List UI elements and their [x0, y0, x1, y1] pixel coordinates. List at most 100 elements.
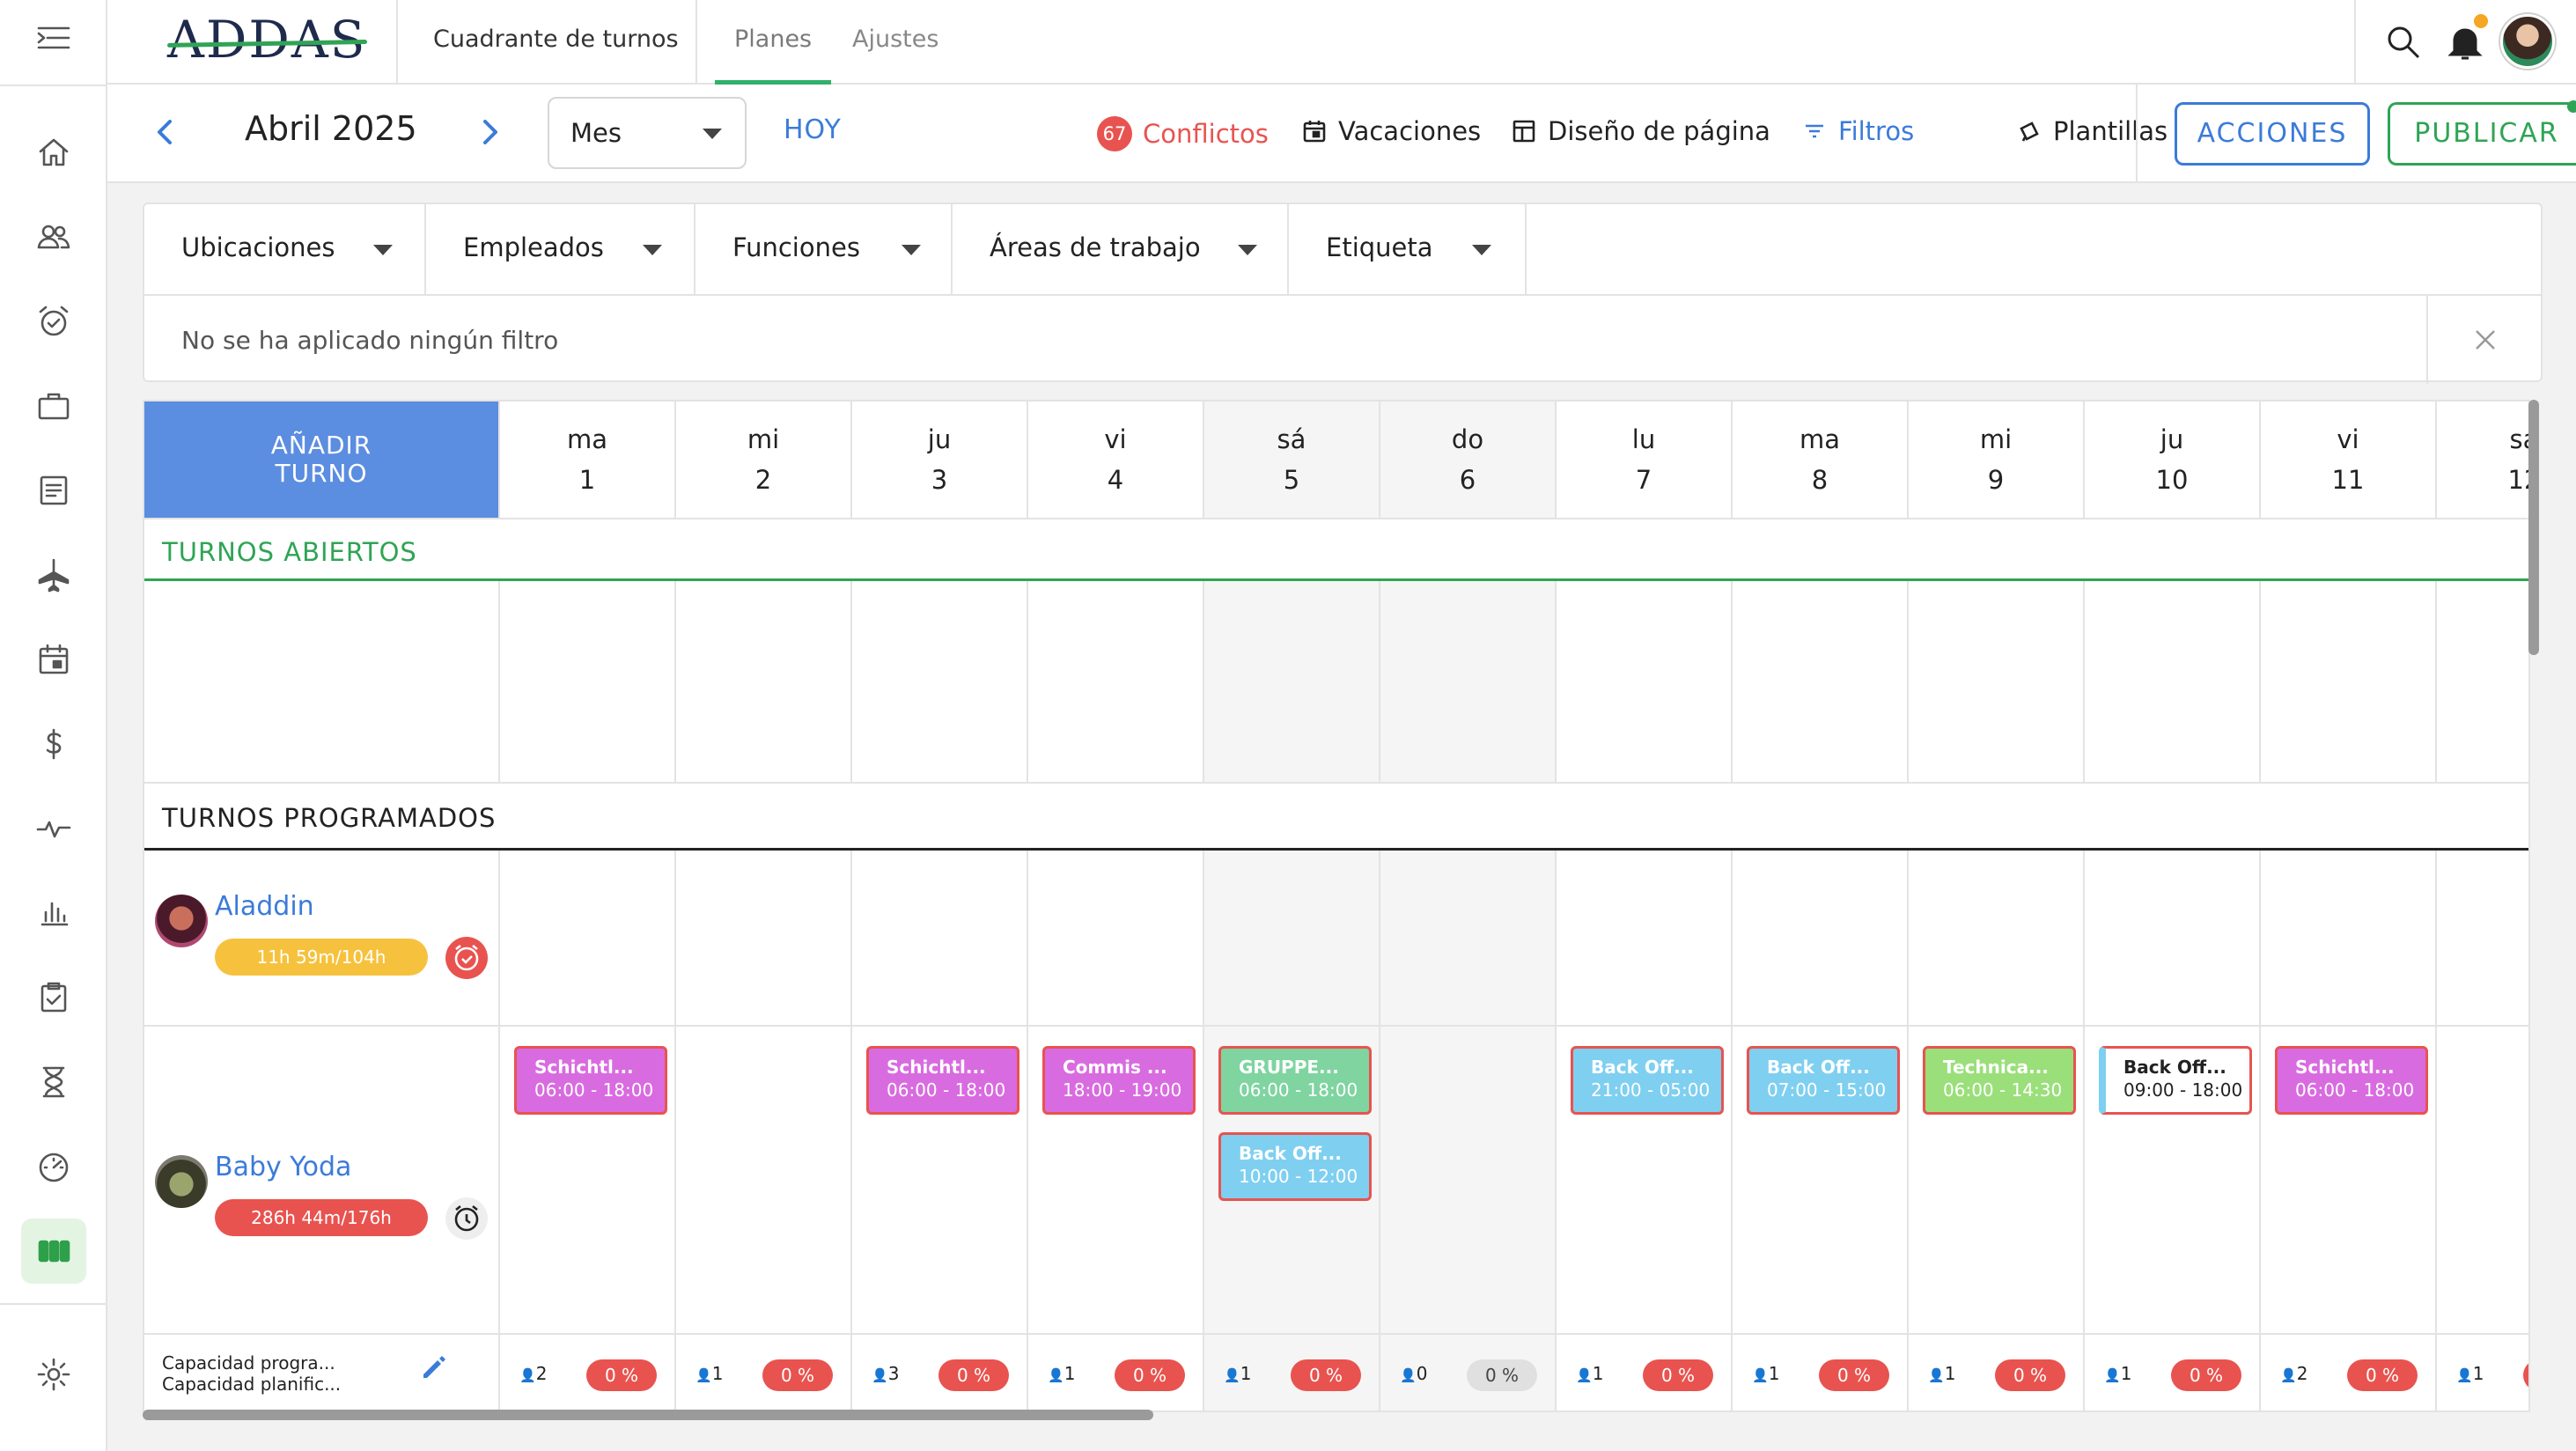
actions-button[interactable]: ACCIONES — [2175, 102, 2370, 166]
document-list-icon[interactable] — [21, 458, 86, 523]
tab-cuadrante-de-turnos[interactable]: Cuadrante de turnos — [433, 26, 679, 53]
day-column[interactable]: ma 1 — [498, 401, 674, 1410]
shift-name: Technica... — [1943, 1057, 2049, 1078]
day-of-week: sá — [1277, 424, 1306, 454]
briefcase-icon[interactable] — [21, 373, 86, 438]
shift-name: Commis ... — [1063, 1057, 1167, 1078]
page-layout-label: Diseño de página — [1548, 116, 1770, 146]
addas-logo[interactable]: ADDAS — [166, 10, 367, 70]
clipboard-check-icon[interactable] — [21, 965, 86, 1030]
employee-name-aladdin[interactable]: Aladdin — [215, 891, 314, 922]
clear-filters-button[interactable] — [2426, 296, 2541, 384]
edit-pencil-icon[interactable] — [419, 1352, 449, 1382]
pulse-icon[interactable] — [21, 796, 86, 861]
next-month-arrow-icon[interactable] — [472, 114, 507, 150]
chevron-down-icon — [1472, 245, 1491, 255]
capacity-count-value: 2 — [535, 1363, 548, 1384]
capacity-count: 👤2 — [519, 1363, 547, 1384]
layout-icon — [1512, 120, 1535, 143]
person-icon: 👤 — [872, 1367, 888, 1383]
employee-name-baby-yoda[interactable]: Baby Yoda — [215, 1152, 352, 1182]
filter-tag-select[interactable]: Etiqueta — [1289, 204, 1527, 294]
publish-button[interactable]: PUBLICAR — [2388, 102, 2576, 166]
day-number: 12 — [2507, 465, 2528, 495]
filter-work-areas-select[interactable]: Áreas de trabajo — [953, 204, 1289, 294]
airplane-icon[interactable] — [21, 542, 86, 608]
day-of-week: vi — [1104, 424, 1127, 454]
shift-time: 06:00 - 14:30 — [1943, 1079, 2063, 1101]
horizontal-scrollbar[interactable] — [143, 1410, 1153, 1420]
home-icon[interactable] — [21, 120, 86, 185]
day-column[interactable]: vi 4 — [1027, 401, 1203, 1410]
bell-icon[interactable] — [2444, 21, 2486, 63]
templates-button[interactable]: Plantillas — [2016, 116, 2168, 146]
filters-button[interactable]: Filtros — [1801, 116, 1914, 146]
day-number: 4 — [1107, 465, 1124, 495]
menu-collapse-icon[interactable] — [21, 5, 86, 70]
day-column[interactable]: lu 7 — [1555, 401, 1731, 1410]
calendar-small-icon — [1303, 121, 1326, 143]
search-icon[interactable] — [2382, 21, 2425, 63]
shift-card[interactable]: Back Off... 09:00 - 18:00 — [2099, 1046, 2252, 1115]
hourglass-icon[interactable] — [21, 1050, 86, 1115]
shift-card[interactable]: Schichtl... 06:00 - 18:00 — [866, 1046, 1019, 1115]
day-of-week: ju — [927, 424, 952, 454]
shift-card[interactable]: Schichtl... 06:00 - 18:00 — [2275, 1046, 2428, 1115]
chevron-down-icon — [643, 245, 662, 255]
alarm-clock-icon[interactable] — [21, 289, 86, 354]
shift-card[interactable]: Technica... 06:00 - 14:30 — [1923, 1046, 2076, 1115]
vertical-scrollbar[interactable] — [2528, 400, 2539, 655]
day-column[interactable]: mi 9 — [1907, 401, 2083, 1410]
shift-card[interactable]: Schichtl... 06:00 - 18:00 — [514, 1046, 667, 1115]
day-number: 3 — [931, 465, 948, 495]
capacity-percentage-badge: 0 % — [762, 1359, 833, 1391]
filter-employees-select[interactable]: Empleados — [426, 204, 696, 294]
gauge-icon[interactable] — [21, 1134, 86, 1199]
shift-card[interactable]: Back Off... 10:00 - 12:00 — [1218, 1132, 1372, 1201]
capacity-count-value: 1 — [2472, 1363, 2484, 1384]
publish-status-dot — [2567, 100, 2576, 113]
user-avatar[interactable] — [2500, 14, 2555, 69]
shift-card[interactable]: Back Off... 21:00 - 05:00 — [1571, 1046, 1724, 1115]
view-mode-select[interactable]: Mes — [548, 97, 747, 169]
shift-card[interactable]: Commis ... 18:00 - 19:00 — [1042, 1046, 1196, 1115]
capacity-count: 👤1 — [1576, 1363, 1603, 1384]
shift-card[interactable]: Back Off... 07:00 - 15:00 — [1747, 1046, 1900, 1115]
today-button[interactable]: HOY — [784, 114, 842, 145]
shift-name: Schichtl... — [2295, 1057, 2395, 1078]
person-icon: 👤 — [1928, 1367, 1945, 1383]
bar-chart-icon[interactable] — [21, 880, 86, 946]
add-shift-button[interactable]: AÑADIR TURNO — [144, 401, 498, 518]
alarm-clock-icon[interactable] — [445, 1197, 488, 1240]
columns-icon[interactable] — [21, 1219, 86, 1284]
day-column[interactable]: ma 8 — [1731, 401, 1907, 1410]
settings-gear-icon[interactable] — [21, 1342, 86, 1407]
dollar-icon[interactable] — [21, 711, 86, 777]
calendar-icon[interactable] — [21, 627, 86, 692]
person-icon: 👤 — [519, 1367, 536, 1383]
employee-avatar[interactable] — [155, 1155, 208, 1208]
shift-name: Back Off... — [1591, 1057, 1694, 1078]
day-column[interactable]: ju 3 — [850, 401, 1027, 1410]
day-column[interactable]: sá 12 — [2435, 401, 2528, 1410]
day-column[interactable]: ju 10 — [2083, 401, 2259, 1410]
users-icon[interactable] — [21, 204, 86, 269]
day-header: vi 11 — [2261, 401, 2435, 518]
day-column[interactable]: mi 2 — [674, 401, 850, 1410]
add-shift-label-line2: TURNO — [275, 459, 368, 488]
conflicts-button[interactable]: 67 Conflictos — [1097, 116, 1269, 151]
tab-ajustes[interactable]: Ajustes — [852, 26, 939, 53]
employee-avatar[interactable] — [155, 895, 208, 947]
filter-functions-select[interactable]: Funciones — [696, 204, 953, 294]
shift-card[interactable]: GRUPPE... 06:00 - 18:00 — [1218, 1046, 1372, 1115]
filter-locations-select[interactable]: Ubicaciones — [144, 204, 426, 294]
day-column[interactable]: vi 11 — [2259, 401, 2435, 1410]
vacations-button[interactable]: Vacaciones — [1301, 116, 1481, 146]
alarm-check-icon[interactable] — [445, 937, 488, 979]
day-number: 6 — [1459, 465, 1476, 495]
employee-hours-badge: 11h 59m/104h — [215, 939, 428, 976]
tab-planes[interactable]: Planes — [714, 0, 832, 85]
page-layout-button[interactable]: Diseño de página — [1511, 116, 1770, 146]
conflicts-count-badge: 67 — [1097, 116, 1132, 151]
previous-month-arrow-icon[interactable] — [148, 114, 183, 150]
